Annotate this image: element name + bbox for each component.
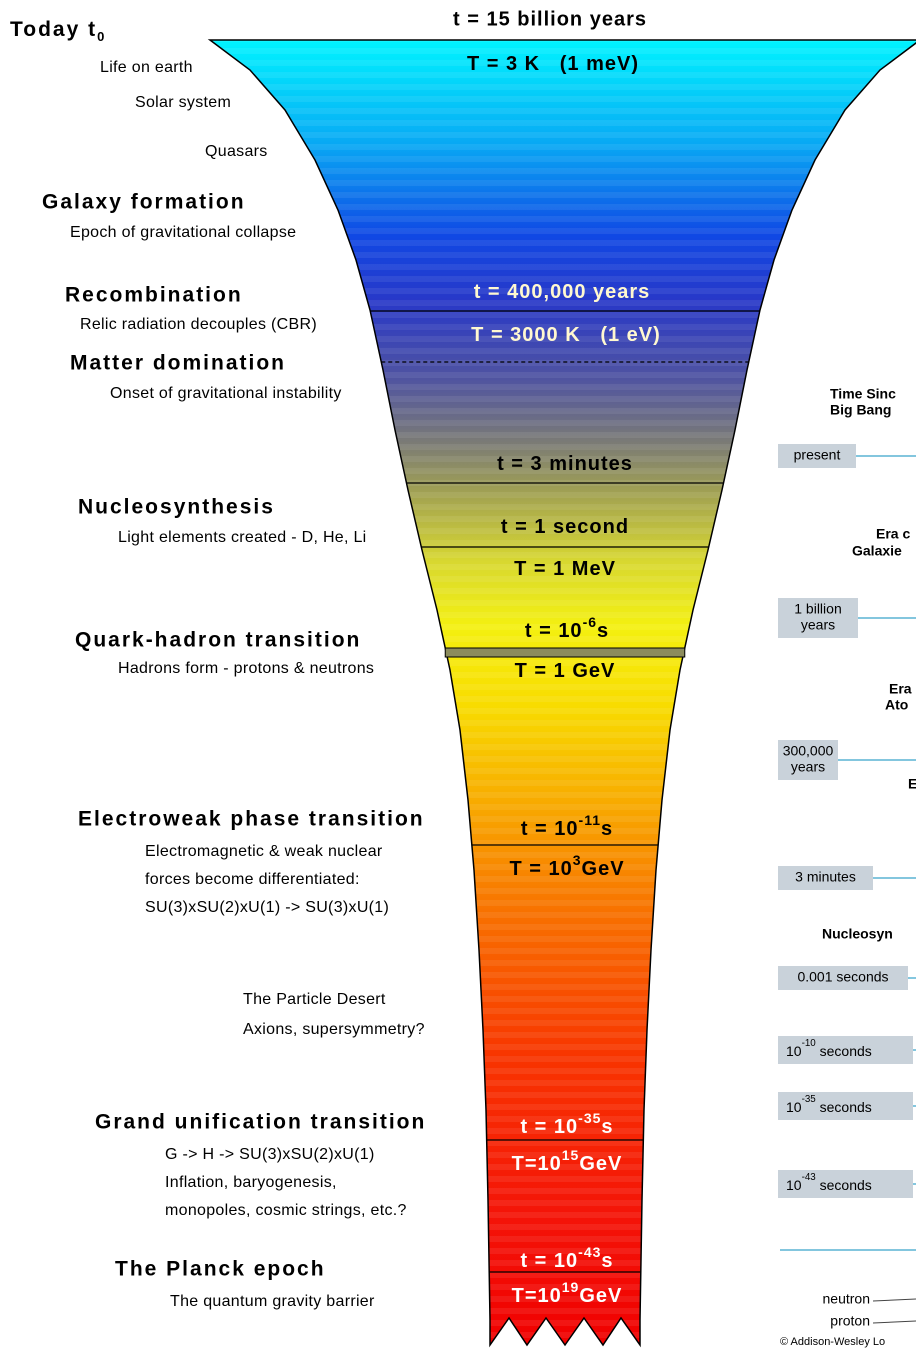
funnel-label-base: t = 10	[520, 1116, 578, 1138]
funnel-label-sup: -35	[578, 1110, 601, 1126]
funnel-band	[445, 648, 685, 657]
time-label: 0.001 seconds	[797, 969, 888, 985]
today-subscript: 0	[97, 29, 106, 44]
particle-pointer	[873, 1321, 916, 1323]
funnel-label-base: t = 10	[521, 818, 579, 840]
funnel-label-sup: -43	[578, 1244, 601, 1260]
funnel-label: t = 400,000 years	[474, 281, 651, 303]
time-label-after: seconds	[816, 1043, 872, 1059]
funnel-label-after: GeV	[579, 1285, 622, 1307]
era-label: Era c	[876, 526, 910, 542]
landmark: Solar system	[135, 94, 231, 111]
epoch-description: Relic radiation decouples (CBR)	[80, 316, 317, 333]
epoch-title: Grand unification transition	[95, 1111, 426, 1134]
era-label: Galaxie	[852, 543, 902, 559]
funnel-label-after: s	[601, 1116, 613, 1138]
epoch-title: Quark-hadron transition	[75, 629, 361, 652]
funnel-label-after: GeV	[582, 858, 625, 880]
funnel-label-after: s	[601, 818, 613, 840]
time-label: 300,000	[783, 743, 834, 759]
funnel-label-sup: 15	[562, 1147, 580, 1163]
landmark: Life on earth	[100, 59, 193, 76]
funnel-label: T = 1 GeV	[515, 660, 616, 682]
time-label-after: seconds	[816, 1177, 872, 1193]
page: Today t0 t = 15 billion years Life on ea…	[0, 0, 916, 1350]
funnel-label-sup: -11	[579, 812, 601, 828]
epoch-description: Electromagnetic & weak nuclear	[145, 843, 383, 860]
era-label: E	[908, 776, 916, 792]
time-label: years	[801, 617, 835, 633]
epoch-description: The quantum gravity barrier	[170, 1293, 375, 1310]
time-label-sup: -43	[802, 1172, 817, 1183]
funnel-label: T = 3000 K (1 eV)	[471, 324, 661, 346]
era-label: Nucleosyn	[822, 926, 893, 942]
funnel-label-base: T = 10	[509, 858, 572, 880]
funnel-label-base: T=10	[512, 1153, 562, 1175]
particle-pointer	[873, 1299, 916, 1301]
epoch-title: Galaxy formation	[42, 191, 246, 214]
funnel-label-base: T = 3000 K (1 eV)	[471, 324, 661, 346]
time-label-base: 10	[786, 1099, 802, 1115]
funnel-label: t = 3 minutes	[497, 453, 633, 475]
funnel-label-base: t = 400,000 years	[474, 281, 651, 303]
diagram: Today t0 t = 15 billion years Life on ea…	[0, 0, 916, 1350]
time-label: 3 minutes	[795, 869, 856, 885]
epoch-description: Hadrons form - protons & neutrons	[118, 660, 374, 677]
time-label-after: seconds	[816, 1099, 872, 1115]
epoch-description: SU(3)xSU(2)xU(1) -> SU(3)xU(1)	[145, 899, 389, 916]
particle-label: neutron	[823, 1291, 870, 1307]
panel-heading: Time Sinc	[830, 386, 896, 402]
time-label-base: 10	[786, 1043, 802, 1059]
time-label: present	[794, 447, 841, 463]
epoch-description: Onset of gravitational instability	[110, 385, 342, 402]
time-label: years	[791, 759, 825, 775]
time-label-sup: -10	[802, 1038, 817, 1049]
credit: © Addison-Wesley Lo	[780, 1336, 885, 1348]
epoch-description: G -> H -> SU(3)xSU(2)xU(1)	[165, 1146, 375, 1163]
funnel-label-sup: 3	[573, 852, 582, 868]
epoch-title: Matter domination	[70, 352, 286, 375]
panel-heading: Big Bang	[830, 402, 891, 418]
desert-note: The Particle Desert	[243, 991, 386, 1008]
funnel-label: T = 3 K (1 meV)	[467, 53, 639, 75]
top-time: t = 15 billion years	[453, 8, 647, 30]
funnel-label-base: t = 10	[520, 1250, 578, 1272]
epoch-description: forces become differentiated:	[145, 871, 360, 888]
funnel-label-base: t = 3 minutes	[497, 453, 633, 475]
epoch-description: monopoles, cosmic strings, etc.?	[165, 1202, 407, 1219]
funnel-label-after: s	[601, 1250, 613, 1272]
epoch-description: Epoch of gravitational collapse	[70, 224, 296, 241]
funnel-label-after: GeV	[579, 1153, 622, 1175]
epoch-description: Light elements created - D, He, Li	[118, 529, 367, 546]
funnel-label-base: t = 10	[525, 620, 583, 642]
funnel-label-base: T = 3 K (1 meV)	[467, 53, 639, 75]
era-label: Era	[889, 681, 912, 697]
desert-note: Axions, supersymmetry?	[243, 1021, 425, 1038]
funnel-label-sup: 19	[562, 1279, 580, 1295]
funnel-label-after: s	[597, 620, 609, 642]
funnel-label: T = 1 MeV	[514, 558, 616, 580]
era-label: Ato	[885, 697, 908, 713]
epoch-title: The Planck epoch	[115, 1258, 326, 1281]
landmark: Quasars	[205, 143, 268, 160]
time-label-base: 10	[786, 1177, 802, 1193]
epoch-title: Recombination	[65, 284, 243, 307]
epoch-title: Electroweak phase transition	[78, 808, 425, 831]
funnel-label-base: T=10	[512, 1285, 562, 1307]
funnel-label-base: T = 1 MeV	[514, 558, 616, 580]
funnel-label: t = 1 second	[501, 516, 629, 538]
time-label-sup: -35	[802, 1094, 817, 1105]
funnel-label-base: t = 1 second	[501, 516, 629, 538]
epoch-description: Inflation, baryogenesis,	[165, 1174, 337, 1191]
today-label: Today t0	[10, 18, 106, 45]
time-label: 1 billion	[794, 601, 841, 617]
funnel-label-sup: -6	[583, 614, 597, 630]
today-text: Today t	[10, 18, 97, 41]
particle-label: proton	[830, 1313, 870, 1329]
funnel-label-base: T = 1 GeV	[515, 660, 616, 682]
epoch-title: Nucleosynthesis	[78, 496, 275, 519]
